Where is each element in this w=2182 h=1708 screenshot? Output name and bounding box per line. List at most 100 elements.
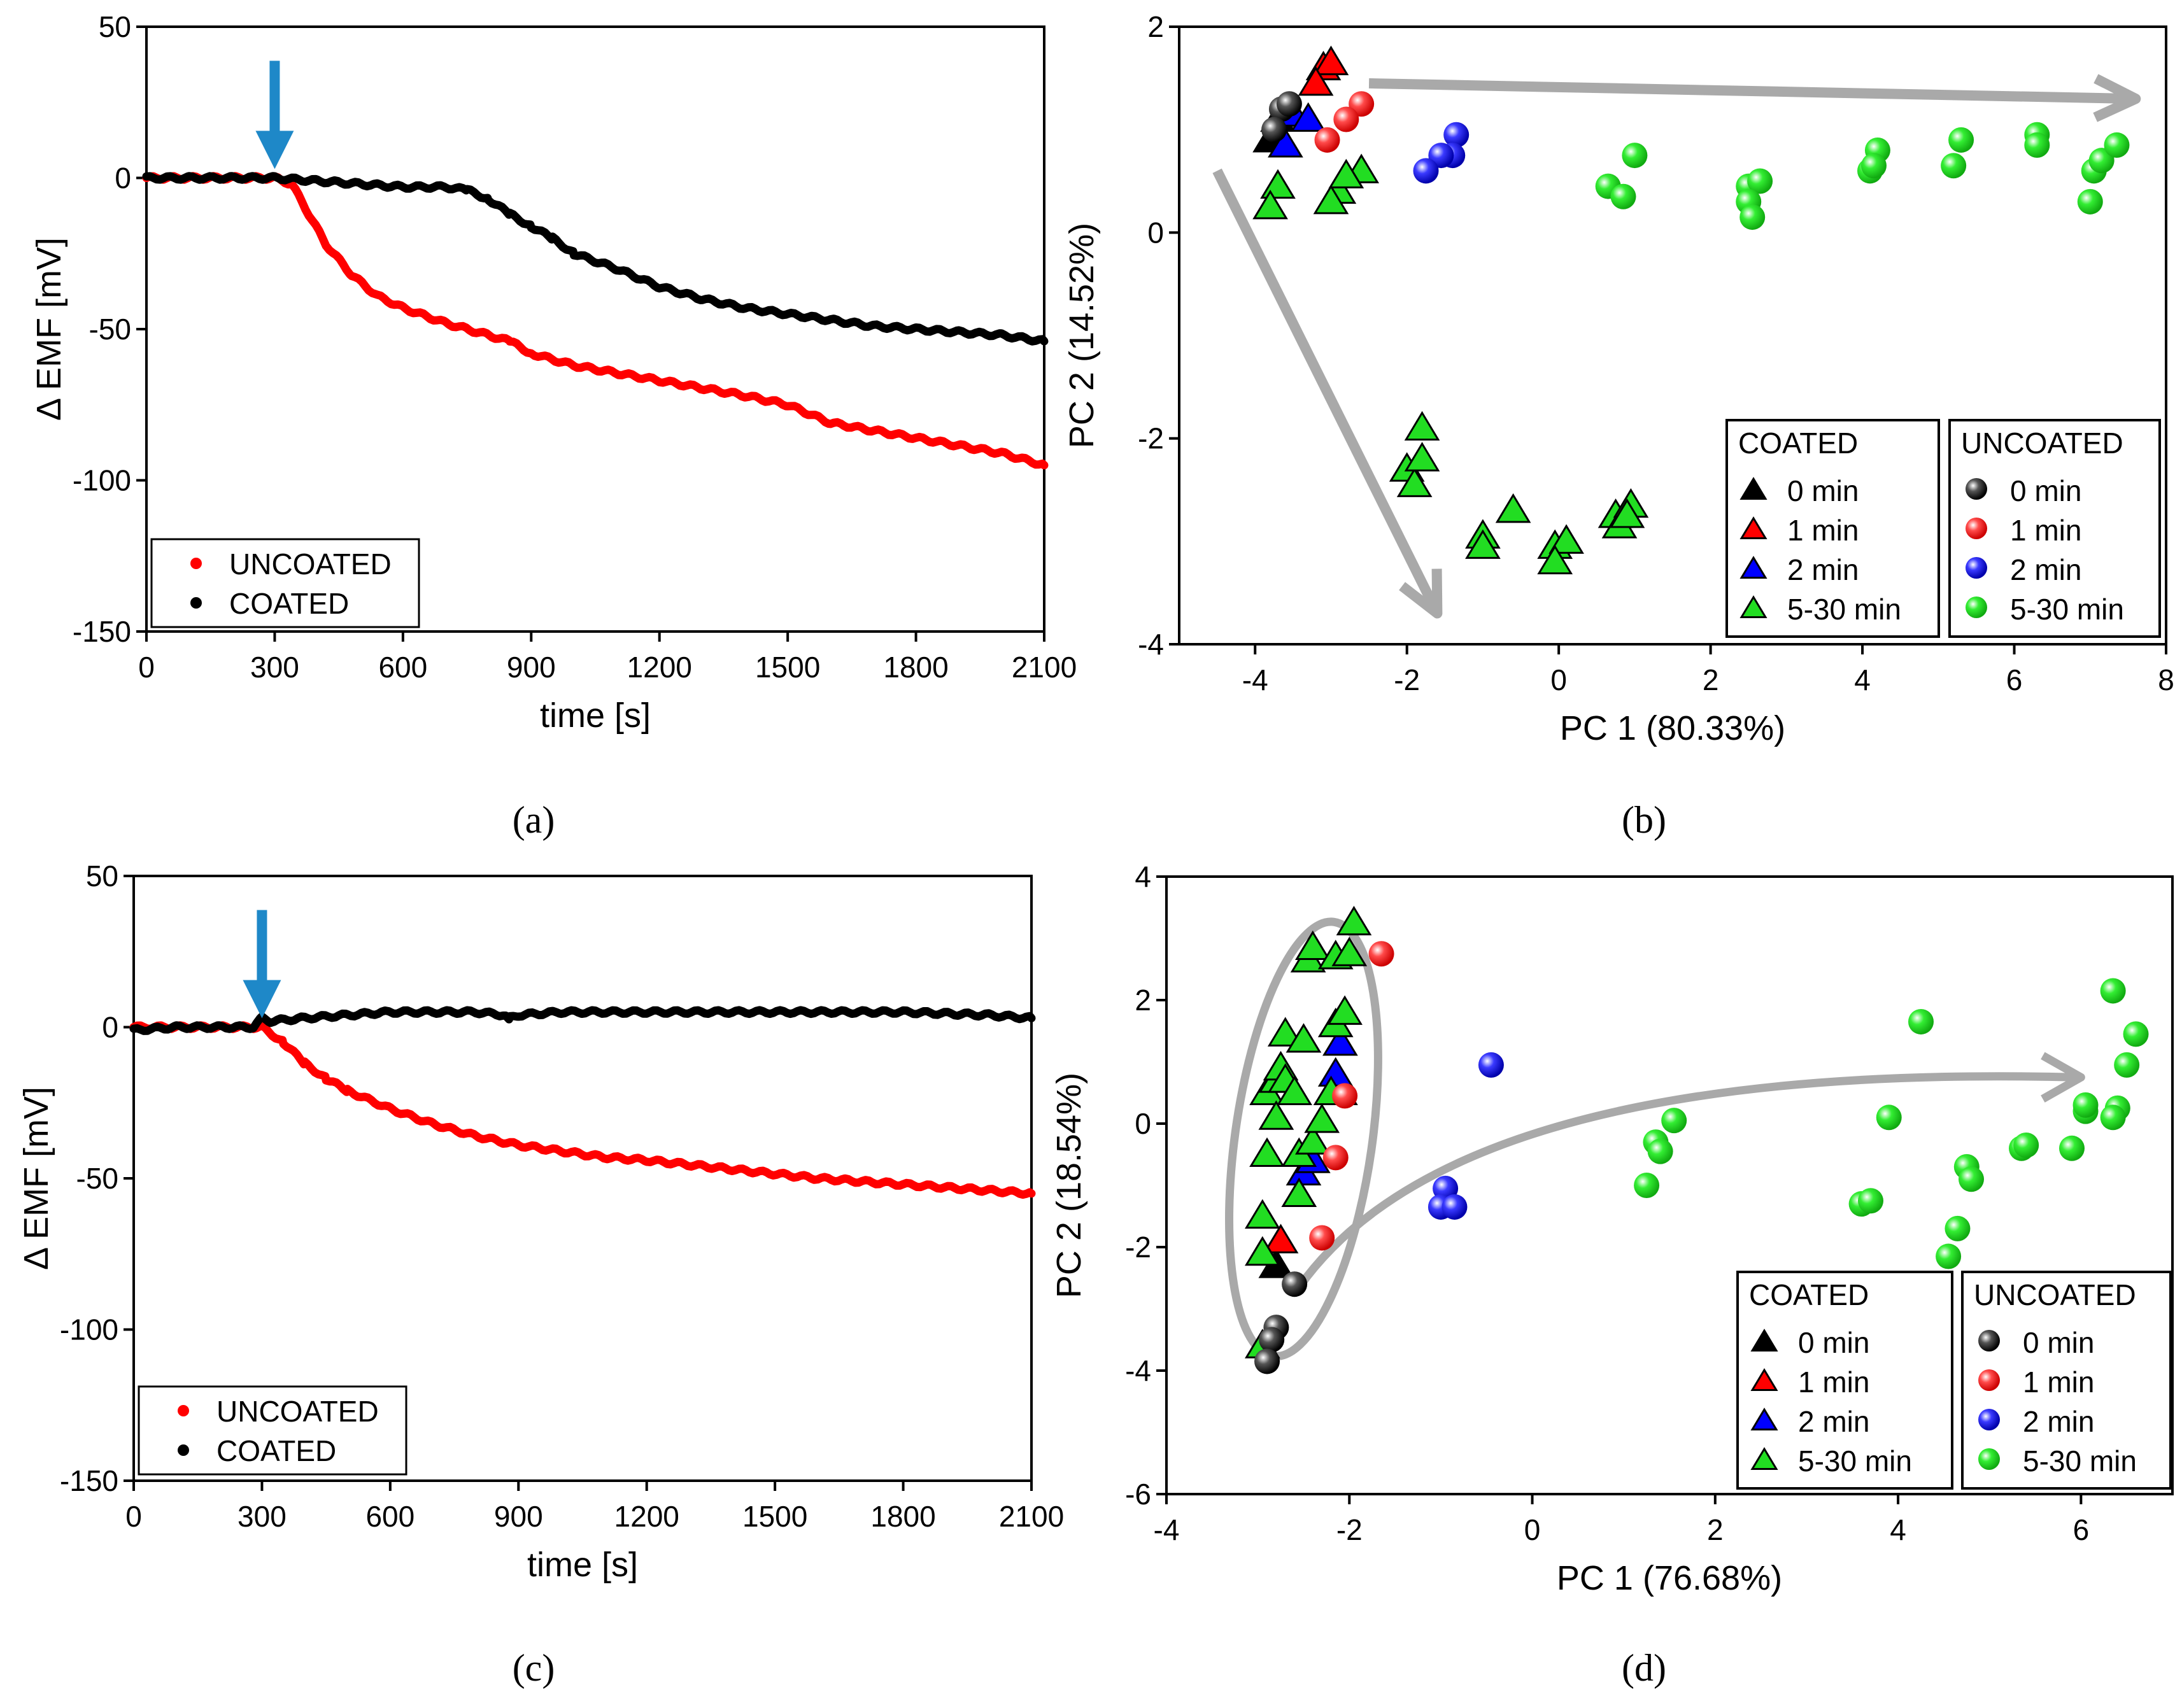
data-point-sphere	[1747, 168, 1773, 194]
x-tick-label: 0	[1550, 663, 1567, 696]
panel-c: 0 300 600 900 1200 1500 1800 2100 -150 -100 -50 0 50…	[17, 859, 1064, 1689]
data-point-sphere	[2123, 1021, 2149, 1047]
trend-arrow-head	[1399, 568, 1443, 619]
data-point-triangle	[1396, 467, 1433, 497]
legend-marker-sphere	[1966, 596, 1987, 618]
legend-marker-sphere	[1966, 518, 1987, 539]
panel-d-label: (d)	[1622, 1647, 1666, 1689]
x-axis-label: PC 1 (80.33%)	[1560, 709, 1785, 747]
data-point-triangle	[1267, 1017, 1303, 1047]
legend-box	[150, 538, 420, 628]
x-tick-label: -2	[1336, 1513, 1363, 1546]
x-tick-label: 8	[2158, 663, 2174, 696]
legend-box	[1725, 419, 1940, 638]
legend-marker	[190, 597, 202, 609]
data-point-triangle	[1331, 936, 1368, 966]
y-tick-label: -50	[76, 1162, 118, 1195]
y-axis-label: PC 2 (18.54%)	[1050, 1073, 1088, 1298]
data-point-sphere	[1959, 1166, 1984, 1192]
legend-label: 2 min	[1787, 553, 1859, 586]
data-point-sphere	[1276, 91, 1302, 117]
legend-marker-triangle	[1739, 477, 1768, 500]
data-point-sphere	[1739, 204, 1766, 230]
x-tick-label: 6	[2006, 663, 2023, 696]
legend-label: COATED	[216, 1434, 336, 1467]
legend-marker-triangle	[1750, 1368, 1778, 1391]
data-point-sphere	[1936, 1243, 1962, 1269]
x-tick-label: 4	[1854, 663, 1871, 696]
panel-b-label: (b)	[1622, 799, 1666, 841]
data-point-sphere	[1860, 153, 1887, 179]
data-point-triangle	[1268, 128, 1303, 158]
series-line-coated	[129, 1006, 1036, 1035]
legend-label: 5-30 min	[2023, 1444, 2137, 1478]
legend-label: COATED	[229, 587, 349, 620]
data-point-sphere	[1322, 1145, 1349, 1171]
y-tick-label: 2	[1147, 10, 1164, 43]
data-point-triangle	[1249, 1137, 1285, 1167]
data-point-triangle	[1609, 498, 1645, 528]
data-point-triangle	[1328, 159, 1364, 188]
legend-label: 5-30 min	[1798, 1444, 1912, 1478]
data-point-sphere	[1282, 1271, 1308, 1297]
data-point-sphere	[1368, 941, 1394, 967]
legend-label: 0 min	[2023, 1326, 2094, 1359]
data-point-sphere	[1261, 116, 1287, 143]
x-tick-label: 600	[365, 1500, 414, 1533]
x-tick-label: 900	[507, 651, 556, 684]
data-point-triangle	[1322, 1026, 1358, 1056]
legend-label: 0 min	[1798, 1326, 1869, 1359]
legend-title: UNCOATED	[1974, 1278, 2136, 1311]
legend-title: COATED	[1749, 1278, 1869, 1311]
y-tick-label: 4	[1135, 860, 1151, 893]
y-axis-label: PC 2 (14.52%)	[1063, 223, 1101, 448]
legend-marker-triangle	[1739, 595, 1768, 618]
data-point-triangle	[1244, 1236, 1280, 1266]
x-tick-label: 4	[1890, 1513, 1906, 1546]
legend-marker-triangle	[1750, 1329, 1778, 1352]
x-axis-label: PC 1 (76.68%)	[1557, 1559, 1782, 1597]
legend-label: 2 min	[2010, 553, 2081, 586]
data-point-sphere	[1876, 1105, 1902, 1131]
y-axis-label: Δ EMF [mV]	[17, 1087, 55, 1270]
data-point-sphere	[1941, 153, 1967, 179]
legend-label: UNCOATED	[229, 547, 392, 581]
data-point-sphere	[1634, 1173, 1660, 1198]
plot-frame	[1165, 875, 2174, 1495]
plot-frame	[1178, 25, 2167, 646]
legend-marker-sphere	[1978, 1409, 2000, 1430]
x-tick-label: -4	[1242, 663, 1268, 696]
data-point-triangle	[1277, 1075, 1312, 1105]
y-tick-label: 2	[1135, 984, 1151, 1017]
legend-title: UNCOATED	[1961, 427, 2123, 460]
trend-arrow	[1368, 78, 2130, 104]
legend-label: 1 min	[1798, 1366, 1869, 1399]
data-point-sphere	[1858, 1188, 1883, 1214]
trend-arrow	[1212, 168, 1440, 611]
x-tick-label: 2100	[999, 1500, 1064, 1533]
x-tick-label: 900	[494, 1500, 543, 1533]
x-axis-label: time [s]	[527, 1546, 638, 1584]
x-tick-label: 2100	[1012, 651, 1077, 684]
data-point-triangle	[1252, 190, 1288, 220]
legend-label: 0 min	[2010, 474, 2081, 507]
panel-a-label: (a)	[513, 799, 555, 841]
legend-marker	[178, 1405, 189, 1416]
panel-c-label: (c)	[513, 1647, 555, 1689]
panel-a: 0 300 600 900 1200 1500 1800 2100 -150 -100 -50 0 50…	[30, 10, 1077, 841]
y-tick-label: -150	[73, 615, 131, 648]
data-point-triangle	[1304, 1103, 1340, 1133]
data-point-triangle	[1537, 544, 1573, 575]
legend-marker-sphere	[1966, 478, 1987, 500]
data-point-triangle	[1244, 1199, 1280, 1229]
legend-box	[138, 1385, 407, 1476]
x-tick-label: 2	[1707, 1513, 1724, 1546]
series-line-uncoated	[142, 172, 1049, 470]
trend-arrow-head	[2093, 74, 2141, 122]
x-tick-label: 0	[138, 651, 155, 684]
data-point-sphere	[2104, 132, 2130, 158]
data-point-sphere	[2024, 132, 2050, 158]
legend-label: 5-30 min	[2010, 593, 2124, 626]
series-line-coated	[142, 172, 1049, 346]
